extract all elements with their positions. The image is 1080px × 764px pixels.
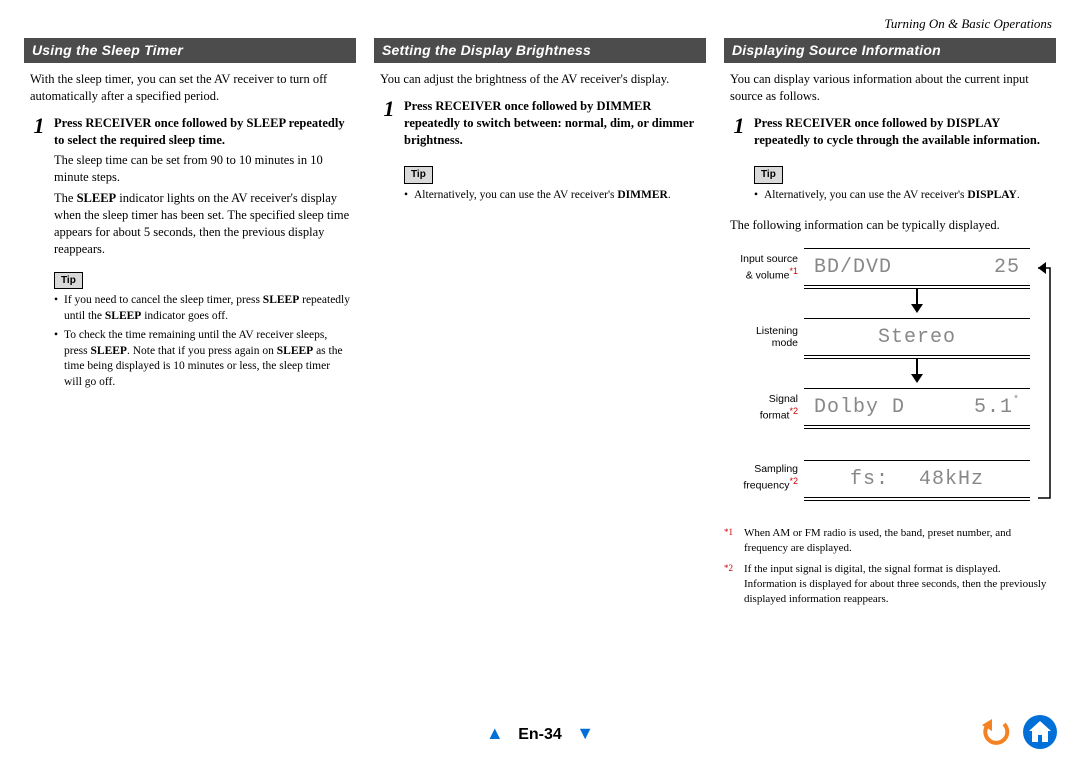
label-format: format*2 xyxy=(726,406,798,422)
tip-label: Tip xyxy=(754,166,783,184)
label-sampling: Sampling xyxy=(726,463,798,476)
section-header-sleep: Using the Sleep Timer xyxy=(24,38,356,63)
sleep-step1-desc1: The sleep time can be set from 90 to 10 … xyxy=(54,152,350,186)
tip-label: Tip xyxy=(404,166,433,184)
sleep-tip-list: If you need to cancel the sleep timer, p… xyxy=(54,293,350,390)
column-source-info: Displaying Source Information You can di… xyxy=(724,38,1056,607)
next-page-icon[interactable]: ▼ xyxy=(576,723,594,744)
nav-icons xyxy=(978,714,1058,750)
source-intro: You can display various information abou… xyxy=(730,71,1050,105)
sleep-step-1: 1 Press RECEIVER once followed by SLEEP … xyxy=(24,115,350,258)
tip-label: Tip xyxy=(54,272,83,290)
arrow-down-icon xyxy=(804,356,1030,388)
page-section-header: Turning On & Basic Operations xyxy=(884,16,1052,32)
footnotes: *1 When AM or FM radio is used, the band… xyxy=(724,526,1050,606)
home-icon[interactable] xyxy=(1022,714,1058,750)
page-footer: ▲ En-34 ▼ xyxy=(0,723,1080,744)
column-brightness: Setting the Display Brightness You can a… xyxy=(374,38,706,607)
sleep-tip-1: If you need to cancel the sleep timer, p… xyxy=(54,293,350,324)
prev-page-icon[interactable]: ▲ xyxy=(486,723,504,744)
label-volume: & volume*1 xyxy=(726,266,798,282)
column-sleep-timer: Using the Sleep Timer With the sleep tim… xyxy=(24,38,356,607)
source-tip-list: Alternatively, you can use the AV receiv… xyxy=(754,188,1050,204)
screen-signal-format: Dolby D 5.1* xyxy=(804,388,1030,426)
source-step-1: 1 Press RECEIVER once followed by DISPLA… xyxy=(724,115,1050,153)
screen-listening-mode: Stereo xyxy=(804,318,1030,356)
page-number: En-34 xyxy=(518,726,562,743)
step-number: 1 xyxy=(374,98,404,153)
step-number: 1 xyxy=(724,115,754,153)
section-header-brightness: Setting the Display Brightness xyxy=(374,38,706,63)
footnote-1: *1 When AM or FM radio is used, the band… xyxy=(724,526,1050,556)
step-body: Press RECEIVER once followed by SLEEP re… xyxy=(54,115,350,258)
source-following-text: The following information can be typical… xyxy=(730,217,1050,234)
label-signal: Signal xyxy=(726,393,798,406)
brightness-intro: You can adjust the brightness of the AV … xyxy=(380,71,700,88)
source-step1-instruction: Press RECEIVER once followed by DISPLAY … xyxy=(754,115,1050,149)
screen-input-source: BD/DVD 25 xyxy=(804,248,1030,286)
sleep-intro: With the sleep timer, you can set the AV… xyxy=(30,71,350,105)
source-tip-1: Alternatively, you can use the AV receiv… xyxy=(754,188,1050,204)
sleep-step1-desc2: The SLEEP indicator lights on the AV rec… xyxy=(54,190,350,258)
label-frequency: frequency*2 xyxy=(726,476,798,492)
label-input-source: Input source xyxy=(726,253,798,266)
arrow-down-icon xyxy=(804,286,1030,318)
step-body: Press RECEIVER once followed by DIMMER r… xyxy=(404,98,700,153)
screen-sampling-freq: fs: 48kHz xyxy=(804,460,1030,498)
footnote-2: *2 If the input signal is digital, the s… xyxy=(724,562,1050,607)
diagram-screens: BD/DVD 25 Stereo Dolby D xyxy=(804,248,1030,498)
display-diagram: Input source & volume*1 Listening mode S… xyxy=(726,248,1054,498)
cycle-arrow-icon xyxy=(1036,248,1054,498)
diagram-labels: Input source & volume*1 Listening mode S… xyxy=(726,248,798,498)
step-number: 1 xyxy=(24,115,54,258)
content-columns: Using the Sleep Timer With the sleep tim… xyxy=(24,38,1056,607)
back-icon[interactable] xyxy=(978,715,1012,749)
brightness-step-1: 1 Press RECEIVER once followed by DIMMER… xyxy=(374,98,700,153)
section-header-source: Displaying Source Information xyxy=(724,38,1056,63)
brightness-tip-1: Alternatively, you can use the AV receiv… xyxy=(404,188,700,204)
sleep-tip-2: To check the time remaining until the AV… xyxy=(54,328,350,390)
sleep-step1-instruction: Press RECEIVER once followed by SLEEP re… xyxy=(54,115,350,149)
brightness-tip-list: Alternatively, you can use the AV receiv… xyxy=(404,188,700,204)
label-listening: Listening xyxy=(726,325,798,338)
step-body: Press RECEIVER once followed by DISPLAY … xyxy=(754,115,1050,153)
label-mode: mode xyxy=(726,337,798,350)
brightness-step1-instruction: Press RECEIVER once followed by DIMMER r… xyxy=(404,98,700,149)
